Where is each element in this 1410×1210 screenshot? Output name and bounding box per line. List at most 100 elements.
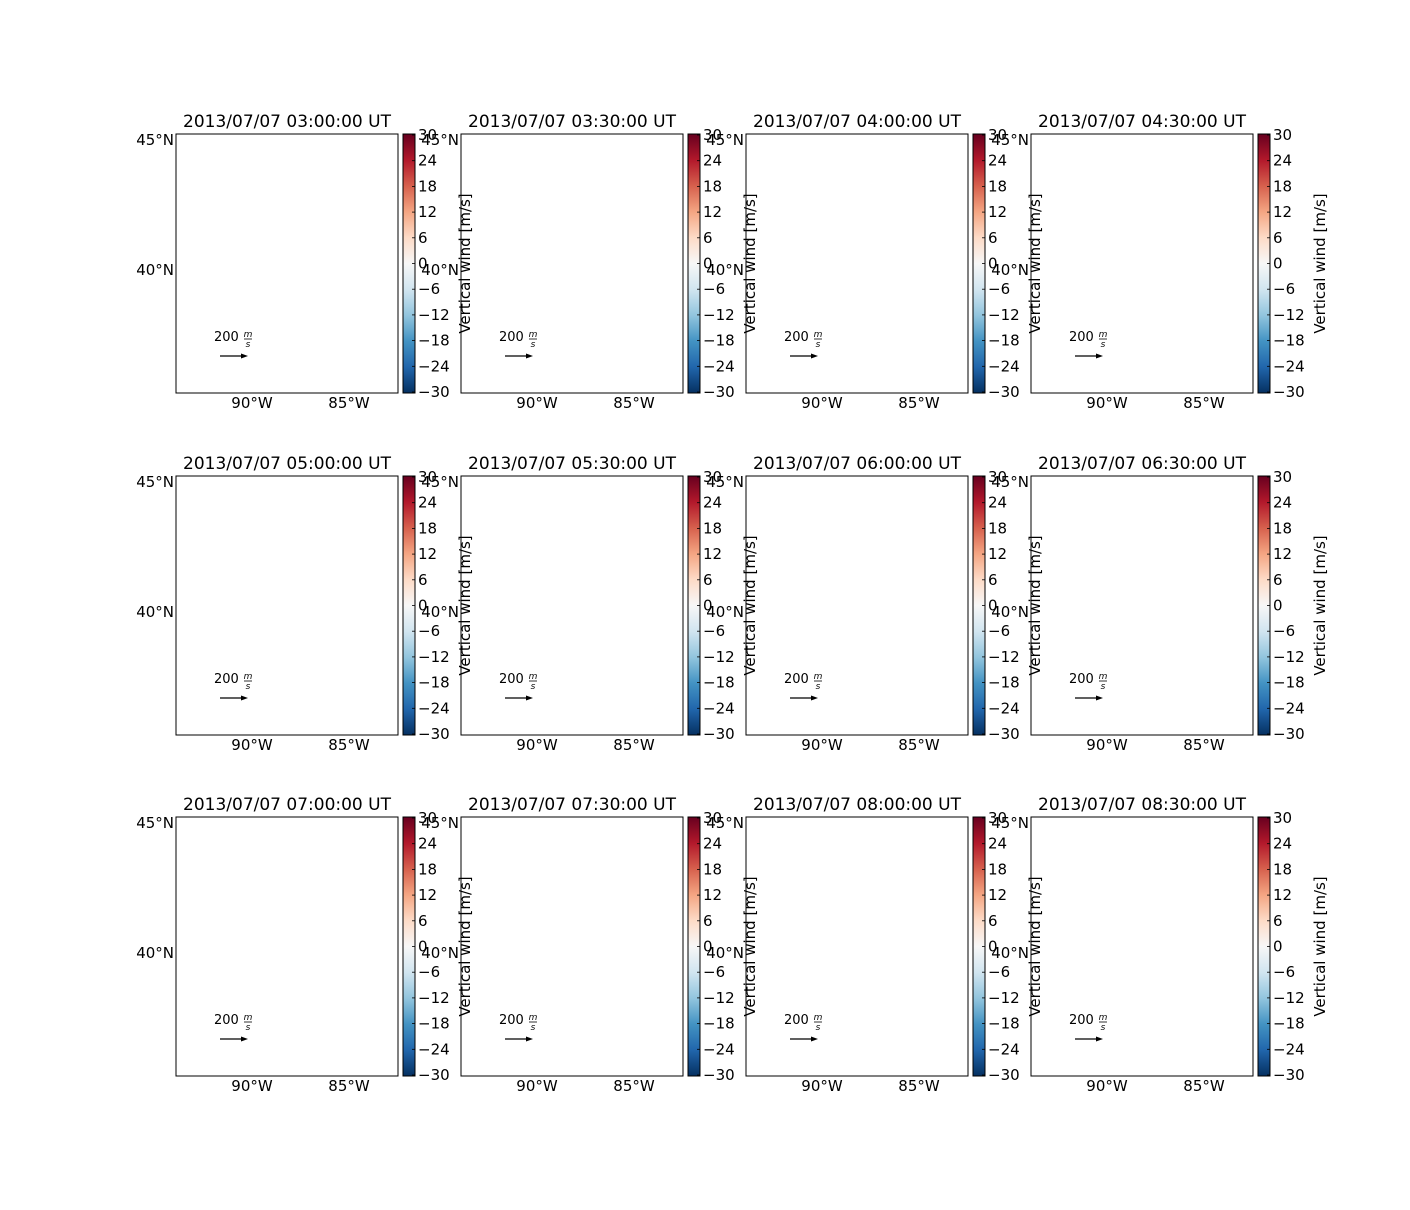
lake-michigan-outline xyxy=(265,490,309,672)
colorbar-tick-label: −12 xyxy=(1273,989,1305,1007)
colorbar-tick-label: −30 xyxy=(703,1066,735,1084)
coastline-segment xyxy=(1224,476,1253,534)
colorbar-tick-label: 0 xyxy=(988,255,998,273)
coastline-segment xyxy=(662,544,683,592)
coastline-segment xyxy=(864,823,906,829)
colorbar-tick-label: 30 xyxy=(988,468,1007,486)
colorbar-tick-label: 12 xyxy=(703,545,722,563)
quiver-key-value: 200 xyxy=(1069,330,1094,345)
colorbar-tick-label: 24 xyxy=(418,494,437,512)
colorbar-tick-label: 0 xyxy=(988,938,998,956)
colorbar-tick-label: 12 xyxy=(988,203,1007,221)
colorbar-tick-label: 0 xyxy=(703,597,713,615)
colorbar-tick-label: −12 xyxy=(703,648,735,666)
colorbar-tick-label: −30 xyxy=(703,725,735,743)
colorbar-tick-label: 6 xyxy=(703,229,713,247)
colorbar-tick-label: 12 xyxy=(418,545,437,563)
coastline-segment xyxy=(1191,481,1195,491)
coastline-segment xyxy=(579,823,621,829)
quiver-key-unit-num: m xyxy=(529,672,538,682)
map-frame xyxy=(1030,133,1254,394)
colorbar-tick-label: 30 xyxy=(703,809,722,827)
lon-tick-label: 90°W xyxy=(1086,394,1128,412)
coastline-segment xyxy=(289,134,294,146)
quiver-key: 200 ms xyxy=(214,1013,253,1042)
colorbar-tick-label: −24 xyxy=(703,357,735,375)
coastline-segment xyxy=(382,476,383,484)
panel-title: 2013/07/07 04:00:00 UT xyxy=(753,112,962,132)
colorbar-tick-label: 12 xyxy=(988,886,1007,904)
colorbar-tick-label: 18 xyxy=(1273,860,1292,878)
quiver-key-arrowhead xyxy=(526,1036,533,1042)
colorbar-tick-label: 6 xyxy=(418,229,428,247)
quiver-key-value: 200 xyxy=(1069,1013,1094,1028)
coastline-segment xyxy=(947,202,968,250)
lat-tick-label: 40°N xyxy=(991,603,1029,621)
colorbar-tick-label: 12 xyxy=(1273,886,1292,904)
coastline-segment xyxy=(375,903,396,918)
coastline-segment xyxy=(667,134,668,142)
coastline-segment xyxy=(294,482,336,488)
colorbar-tick-label: 12 xyxy=(1273,545,1292,563)
colorbar-tick-label: −6 xyxy=(988,963,1010,981)
quiver-key-arrowhead xyxy=(526,695,533,701)
island-mark xyxy=(337,480,342,490)
map-frame xyxy=(175,475,399,736)
colorbar-label: Vertical wind [m/s] xyxy=(1311,193,1329,333)
quiver-key-unit-den: s xyxy=(1101,340,1106,350)
lake-michigan-outline xyxy=(835,831,879,1013)
coastline-segment xyxy=(939,817,968,875)
coastline-segment xyxy=(289,134,306,151)
lat-tick-label: 45°N xyxy=(991,814,1029,832)
colorbar-tick-label: −30 xyxy=(418,725,450,743)
coastline-segment xyxy=(859,817,876,834)
colorbar-tick-label: 24 xyxy=(1273,494,1292,512)
colorbar-tick-label: 6 xyxy=(703,912,713,930)
lake-michigan-outline xyxy=(265,831,309,1013)
colorbar-tick-label: −12 xyxy=(1273,306,1305,324)
colorbar-tick-label: 18 xyxy=(703,177,722,195)
colorbar-tick-label: 24 xyxy=(703,152,722,170)
colorbar-tick-label: −18 xyxy=(418,1015,450,1033)
coastline-segment xyxy=(662,885,683,933)
coastline-segment xyxy=(579,482,621,488)
lake-michigan-outline xyxy=(265,148,309,330)
colorbar-tick-label: −18 xyxy=(988,332,1020,350)
colorbar-tick-label: 0 xyxy=(418,597,428,615)
coastline-segment xyxy=(654,476,683,534)
colorbar-tick-label: −18 xyxy=(1273,674,1305,692)
colorbar-tick-label: −6 xyxy=(1273,622,1295,640)
colorbar-tick-label: −18 xyxy=(703,1015,735,1033)
coastline-segment xyxy=(660,562,681,577)
colorbar-tick-label: −12 xyxy=(988,989,1020,1007)
colorbar-tick-label: −30 xyxy=(418,1066,450,1084)
quiver-key-unit-den: s xyxy=(531,340,536,350)
lake-michigan-outline xyxy=(835,148,879,330)
map-frame xyxy=(745,475,969,736)
lat-tick-label: 45°N xyxy=(421,814,459,832)
colorbar-tick-label: −6 xyxy=(703,963,725,981)
lat-tick-label: 40°N xyxy=(136,603,174,621)
coastline xyxy=(835,134,968,330)
colorbar-tick-label: −12 xyxy=(418,306,450,324)
colorbar-tick-label: 24 xyxy=(418,152,437,170)
colorbar-tick-label: 0 xyxy=(703,255,713,273)
lat-tick-label: 40°N xyxy=(706,261,744,279)
coastline-segment xyxy=(906,481,910,491)
panel-title: 2013/07/07 07:00:00 UT xyxy=(183,795,392,815)
coastline-segment xyxy=(574,134,591,151)
colorbar-tick-label: −12 xyxy=(988,648,1020,666)
lake-michigan-outline xyxy=(1120,148,1164,330)
quiver-key-value: 200 xyxy=(499,672,524,687)
colorbar-tick-label: −12 xyxy=(1273,648,1305,666)
quiver-key: 200 ms xyxy=(784,330,823,359)
lon-tick-label: 90°W xyxy=(516,1077,558,1095)
coastline-segment xyxy=(1144,134,1149,146)
lake-michigan-outline xyxy=(1120,490,1164,672)
coastline xyxy=(265,134,398,330)
colorbar-tick-label: −24 xyxy=(418,1040,450,1058)
quiver-key: 200 ms xyxy=(499,672,538,701)
panel-title: 2013/07/07 07:30:00 UT xyxy=(468,795,677,815)
lon-tick-label: 85°W xyxy=(898,394,940,412)
